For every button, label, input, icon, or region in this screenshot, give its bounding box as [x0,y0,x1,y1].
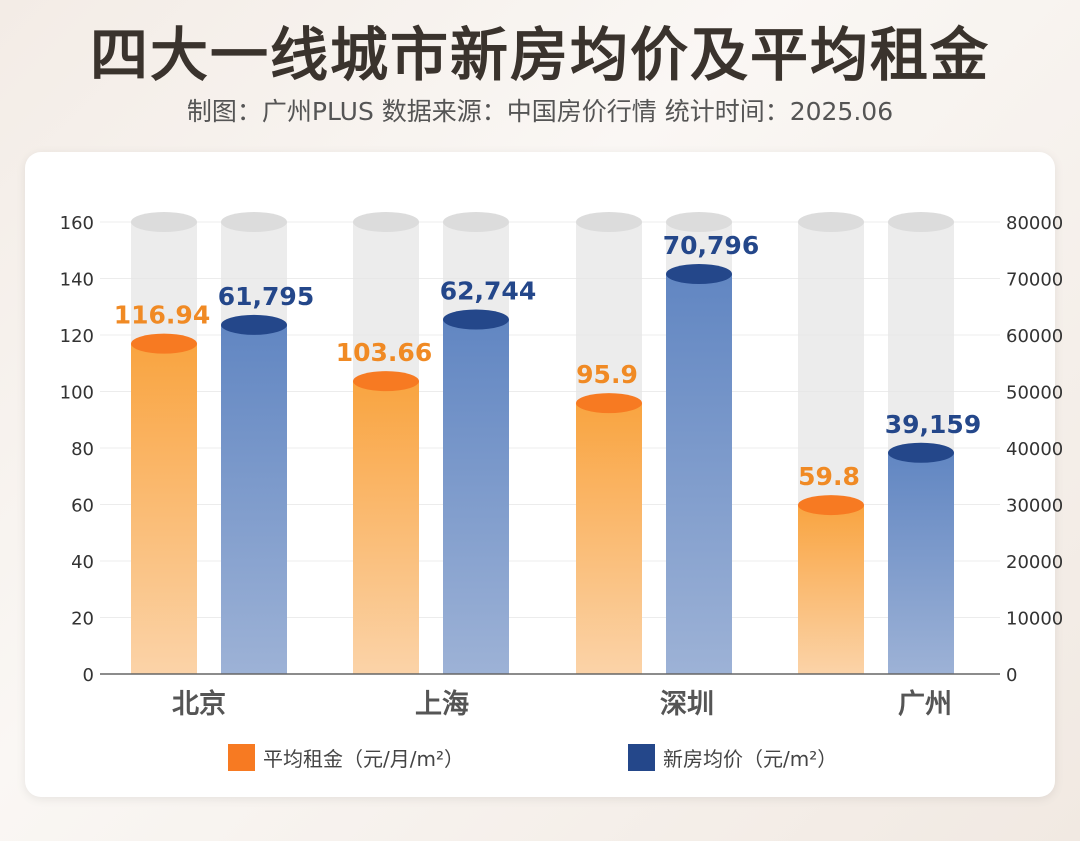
data-label-price: 62,744 [440,276,536,305]
legend-swatch-rent [228,744,255,771]
right-tick-label: 20000 [1006,552,1063,573]
right-tick-label: 10000 [1006,609,1063,630]
category-label: 广州 [898,689,952,720]
right-tick-label: 40000 [1006,439,1063,460]
right-tick-label: 60000 [1006,326,1063,347]
legend-item-rent: 平均租金（元/月/m²） [228,743,464,772]
left-tick-label: 160 [60,213,94,234]
bar-track-top [666,212,732,232]
left-tick-label: 40 [71,552,94,573]
bar-rent [798,505,864,674]
bar-track-top [353,212,419,232]
bar-track-top [798,212,864,232]
bar-rent-top [131,333,197,354]
category-label: 北京 [172,688,226,720]
data-label-rent: 95.9 [576,360,638,389]
right-tick-label: 50000 [1006,383,1063,404]
category-label: 上海 [415,689,469,720]
bar-rent [353,381,419,674]
left-tick-label: 20 [71,609,94,630]
bar-track-top [576,212,642,232]
data-label-rent: 103.66 [336,338,432,367]
right-tick-label: 70000 [1006,270,1063,291]
data-label-price: 61,795 [218,282,314,311]
bar-price [888,452,954,674]
bar-track-top [888,212,954,232]
bar-price [221,324,287,674]
left-tick-label: 60 [71,496,94,517]
left-tick-label: 80 [71,439,94,460]
bar-track-top [221,212,287,232]
bar-price [443,319,509,674]
data-label-price: 39,159 [885,410,981,439]
right-tick-label: 80000 [1006,213,1063,234]
page-title: 四大一线城市新房均价及平均租金 [89,21,990,89]
data-label-rent: 59.8 [798,462,860,491]
left-tick-label: 100 [60,383,94,404]
legend-label-rent: 平均租金（元/月/m²） [263,747,464,771]
bar-rent [576,403,642,674]
left-tick-label: 140 [60,270,94,291]
legend-item-price: 新房均价（元/m²） [628,743,837,772]
data-label-rent: 116.94 [114,301,210,330]
legend-swatch-price [628,744,655,771]
category-label: 深圳 [660,689,714,720]
bar-rent [131,343,197,674]
bar-track-top [131,212,197,232]
bar-price-top [888,442,954,463]
right-tick-label: 30000 [1006,496,1063,517]
bar-rent-top [353,371,419,392]
bar-price [666,274,732,674]
legend-label-price: 新房均价（元/m²） [663,747,838,771]
left-tick-label: 0 [83,665,94,686]
page-subtitle: 制图：广州PLUS 数据来源：中国房价行情 统计时间：2025.06 [186,97,894,126]
right-tick-label: 0 [1006,665,1017,686]
bar-rent-top [798,495,864,516]
bar-price-top [443,309,509,330]
left-tick-label: 120 [60,326,94,347]
data-label-price: 70,796 [663,231,759,260]
bar-price-top [666,264,732,285]
bar-track-top [443,212,509,232]
bar-price-top [221,314,287,335]
bar-rent-top [576,393,642,414]
